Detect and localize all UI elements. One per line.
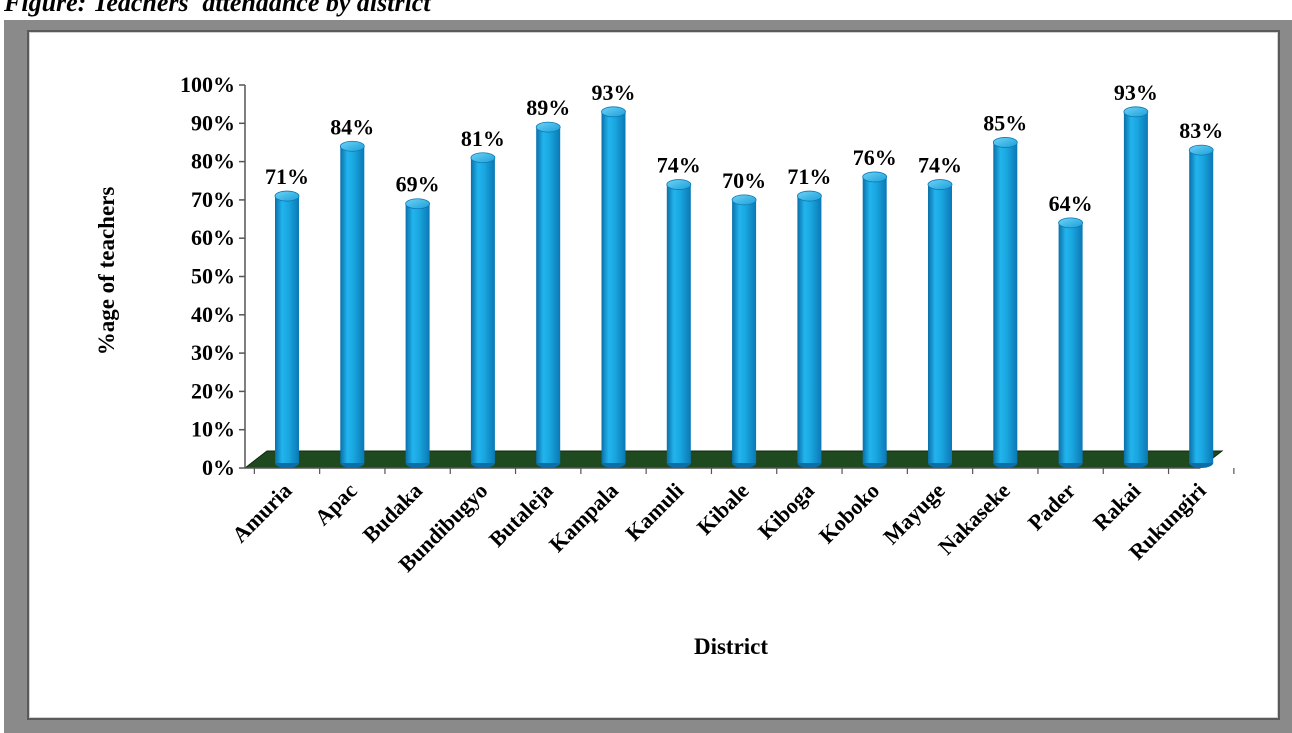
y-tick-label: 100% (180, 72, 235, 97)
data-label: 71% (265, 164, 309, 189)
bar (797, 190, 822, 468)
bar (339, 140, 365, 468)
bar-body (405, 203, 430, 464)
bar-top (1058, 217, 1083, 229)
bar-body (470, 157, 495, 463)
bar-body (862, 176, 887, 464)
bar (405, 198, 431, 468)
figure-caption: Figure: Teachers' attendance by district (4, 0, 431, 17)
data-label: 71% (787, 164, 831, 189)
data-label: 70% (722, 168, 766, 193)
data-label: 93% (1114, 80, 1158, 105)
data-label: 89% (526, 95, 570, 120)
bar (992, 137, 1018, 468)
bar (927, 179, 953, 468)
bar-body (1189, 150, 1214, 464)
data-label: 83% (1179, 118, 1223, 143)
bar-body (340, 146, 365, 463)
data-label: 93% (592, 80, 636, 105)
bar (1123, 106, 1149, 468)
y-tick-label: 70% (191, 187, 235, 212)
bar-body (275, 196, 299, 463)
bar-top (797, 190, 822, 202)
y-tick-label: 40% (191, 302, 235, 327)
y-tick-label: 50% (191, 264, 235, 289)
bar-body (601, 111, 626, 463)
data-label: 76% (853, 145, 897, 170)
data-label: 74% (918, 153, 962, 178)
category-label: Kamuli (621, 478, 689, 546)
category-label: Koboko (814, 478, 884, 548)
bar-body (536, 127, 561, 463)
data-label: 81% (461, 126, 505, 151)
bar-body (1123, 111, 1148, 463)
y-tick-label: 80% (191, 149, 235, 174)
bar (1188, 144, 1214, 468)
bar (535, 121, 561, 468)
figure-caption-strip: Figure: Teachers' attendance by district (0, 0, 1292, 26)
bar-body (797, 196, 822, 463)
bar-top (1188, 144, 1214, 156)
bar-top (992, 137, 1018, 148)
y-tick-label: 30% (191, 340, 235, 365)
bar-top (274, 190, 300, 202)
y-tick-label: 60% (191, 225, 235, 250)
category-label: Nakaseke (933, 478, 1015, 560)
bar-top (601, 106, 626, 118)
category-label: Kampala (544, 478, 623, 557)
bar (1058, 217, 1083, 468)
bar-top (470, 152, 496, 164)
bar-body (928, 184, 952, 463)
category-label: Apac (310, 478, 362, 530)
bar (601, 106, 626, 468)
y-tick-label: 20% (191, 378, 235, 403)
category-label: Rakai (1088, 478, 1145, 535)
bar-body (993, 142, 1018, 463)
data-label: 84% (330, 114, 374, 139)
x-axis-title: District (694, 634, 768, 659)
bar (274, 190, 300, 468)
bar-top (1123, 106, 1149, 118)
bar-body (1058, 222, 1083, 463)
y-axis-title: %age of teachers (94, 187, 119, 356)
category-label: Amuria (227, 478, 297, 548)
bar-top (731, 194, 757, 206)
y-tick-label: 90% (191, 110, 235, 135)
bar-top (339, 140, 365, 152)
bar-top (666, 179, 692, 190)
data-label: 85% (983, 110, 1027, 135)
bar-top (405, 198, 431, 210)
bar (470, 152, 496, 468)
category-label: Pader (1023, 478, 1081, 536)
bar-body (732, 199, 757, 463)
category-label: Kibale (692, 478, 754, 540)
data-label: 69% (396, 172, 440, 197)
y-tick-label: 0% (202, 455, 235, 480)
category-label: Kiboga (753, 478, 819, 544)
bar-body (666, 184, 691, 463)
data-label: 64% (1049, 191, 1093, 216)
bar (731, 194, 757, 468)
bar-top (927, 179, 953, 190)
bar-top (535, 121, 561, 133)
bar (862, 171, 888, 468)
bar (666, 179, 692, 468)
data-label: 74% (657, 153, 701, 178)
bar-top (862, 171, 888, 183)
y-tick-label: 10% (191, 417, 235, 442)
